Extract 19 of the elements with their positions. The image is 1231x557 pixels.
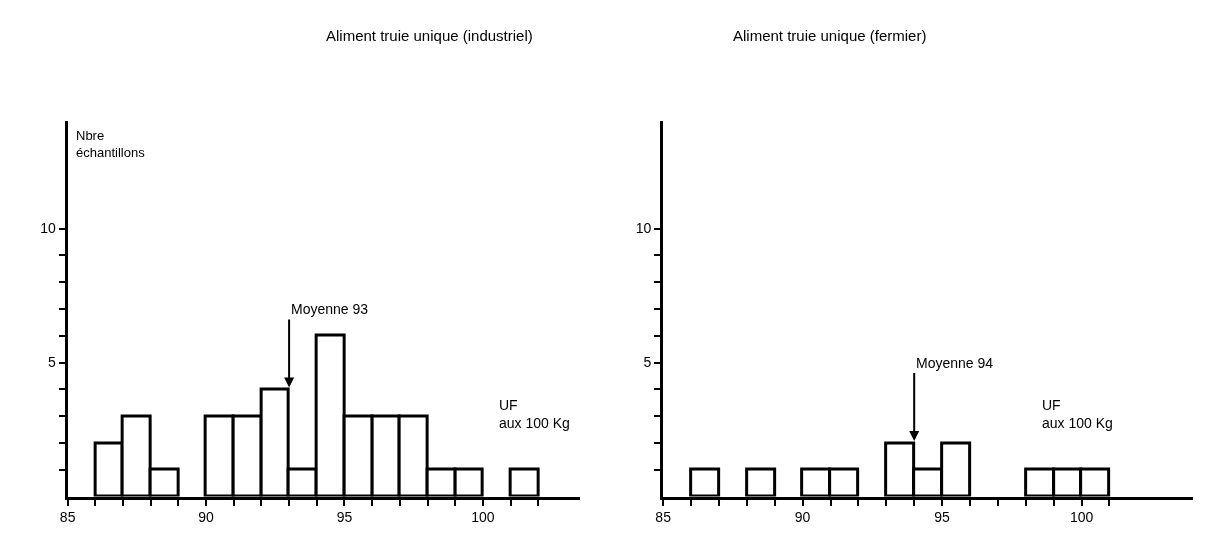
x-tick-label: 95 xyxy=(934,509,951,526)
x-tick-label: 90 xyxy=(198,509,215,526)
y-axis-title: Nbre échantillons xyxy=(76,128,146,160)
annotation: Moyenne 93 xyxy=(291,301,369,317)
y-tick-label: 5 xyxy=(48,354,57,371)
x-tick-label: 85 xyxy=(655,509,672,526)
y-tick-label: 5 xyxy=(643,354,652,371)
x-axis-title: UF aux 100 Kg xyxy=(1042,397,1113,432)
x-tick-label: 100 xyxy=(1069,509,1094,526)
chart-title: Aliment truie unique (industriel) xyxy=(326,27,533,44)
x-tick-label: 90 xyxy=(794,509,811,526)
y-tick-label: 10 xyxy=(40,220,57,237)
x-tick-label: 85 xyxy=(59,509,76,526)
x-tick-label: 100 xyxy=(471,509,495,526)
y-tick-label: 10 xyxy=(635,220,652,237)
annotation: Moyenne 94 xyxy=(916,355,994,371)
x-tick-label: 95 xyxy=(336,509,353,526)
x-axis-title: UF aux 100 Kg xyxy=(499,397,570,432)
chart-title: Aliment truie unique (fermier) xyxy=(733,27,927,44)
